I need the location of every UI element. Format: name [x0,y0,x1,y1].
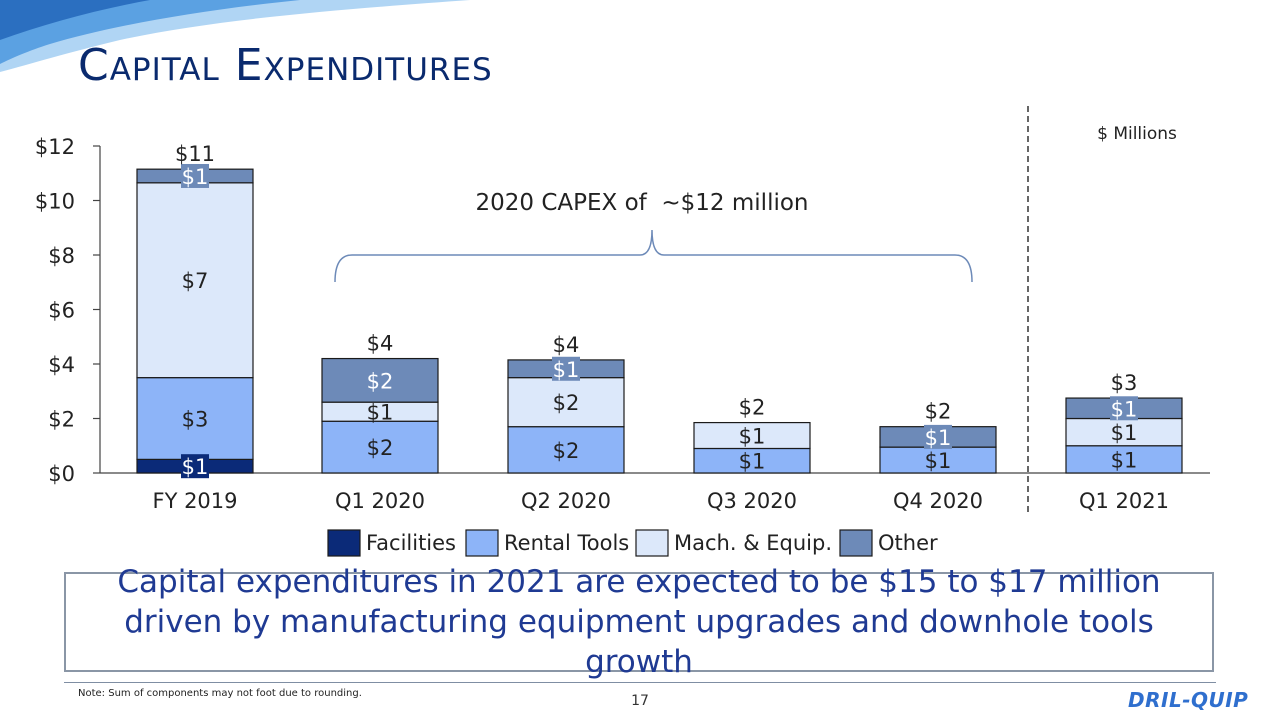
x-tick-label: Q4 2020 [893,489,983,513]
footnote: Note: Sum of components may not foot due… [78,688,362,699]
capex-stacked-bar-chart: $0$2$4$6$8$10$12 $1$3$7$1$11$2$1$2$4$2$2… [35,106,1210,557]
bar-segment [693,421,811,450]
data-label: $2 [553,439,580,463]
legend-swatch [327,529,361,557]
capex-2020-brace [334,229,973,283]
capex-2020-brace-label: 2020 CAPEX of ~$12 million [476,190,809,216]
data-label: $1 [925,449,952,473]
data-label-background [181,454,209,479]
page-number: 17 [631,693,649,709]
bars [136,168,1183,474]
bar-segment [693,447,811,474]
data-label-background [924,424,952,449]
legend-swatch [635,529,669,557]
bar-segment [879,446,997,474]
data-label-background [552,356,580,381]
y-tick-label: $8 [48,244,75,268]
page-title: Capital Expenditures [78,40,493,91]
outlook-callout: Capital expenditures in 2021 are expecte… [64,564,1214,680]
data-label: $7 [182,269,209,293]
data-label: $1 [182,455,209,479]
bar-segment [321,420,439,474]
bar-segment [507,377,625,428]
legend-label: Rental Tools [504,531,629,555]
x-tick-label: Q2 2020 [521,489,611,513]
legend-label: Facilities [366,531,456,555]
legend-label: Mach. & Equip. [674,531,832,555]
data-label: $1 [739,425,766,449]
legend-label: Other [878,531,938,555]
unit-note: $ Millions [1097,124,1177,144]
x-tick-label: Q3 2020 [707,489,797,513]
y-tick-label: $6 [48,299,75,323]
x-tick-label: Q1 2020 [335,489,425,513]
x-axis-labels: FY 2019 Q1 2020 Q2 2020 Q3 2020 Q4 2020 Q1 20… [152,489,1169,513]
total-label: $2 [739,396,766,420]
bar-segment [136,182,254,379]
total-label: $2 [925,400,952,424]
data-label: $1 [553,358,580,382]
data-label: $1 [1111,397,1138,421]
legend: Facilities Rental Tools Mach. & Equip. Othe… [327,529,938,557]
company-logo: DRIL-QUIP [1128,688,1249,712]
outlook-callout-text: Capital expenditures in 2021 are expecte… [117,564,1161,680]
legend-swatch [839,529,873,557]
total-label: $4 [553,333,580,357]
data-label: $1 [739,450,766,474]
y-tick-label: $2 [48,408,75,432]
data-label-background [1110,396,1138,421]
data-label: $1 [182,165,209,189]
y-tick-label: $12 [35,135,75,159]
y-tick-label: $10 [35,190,75,214]
data-label: $2 [367,369,394,393]
footer-divider [64,682,1216,683]
data-label: $1 [367,401,394,425]
data-label: $3 [182,408,209,432]
data-label: $1 [1111,448,1138,472]
legend-swatch [465,529,499,557]
data-label: $1 [925,426,952,450]
y-tick-label: $0 [48,462,75,486]
total-label: $4 [367,332,394,356]
x-tick-label: Q1 2021 [1079,489,1169,513]
data-label: $1 [1111,421,1138,445]
data-labels: $1$3$7$1$11$2$1$2$4$2$2$1$4$1$1$2$1$1$2$… [175,142,1138,479]
y-tick-label: $4 [48,353,75,377]
data-label: $2 [553,391,580,415]
data-label-background [181,163,209,188]
data-label: $2 [367,436,394,460]
total-label: $11 [175,142,215,166]
total-label: $3 [1111,371,1138,395]
header-swoosh-decoration [0,0,470,72]
x-tick-label: FY 2019 [152,489,237,513]
data-label-background [366,368,394,393]
y-axis: $0 $2 $4 $6 $8 $10 $12 [35,135,1210,486]
